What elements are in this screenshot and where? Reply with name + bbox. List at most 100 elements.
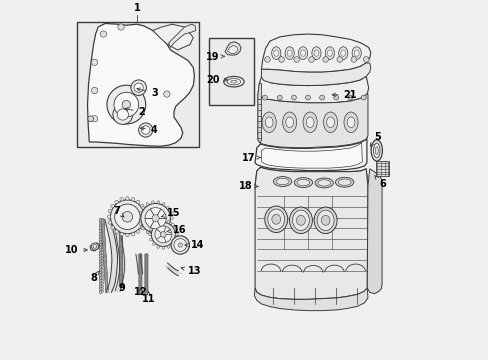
Ellipse shape [102,225,104,230]
Circle shape [169,211,172,214]
Ellipse shape [273,50,278,56]
Ellipse shape [119,276,122,278]
Ellipse shape [119,232,122,234]
Ellipse shape [139,289,142,291]
Ellipse shape [119,259,122,261]
Ellipse shape [144,272,148,274]
Ellipse shape [139,274,142,276]
Ellipse shape [119,257,122,259]
Polygon shape [366,169,381,294]
Ellipse shape [119,277,122,279]
Circle shape [131,198,135,201]
Ellipse shape [119,265,122,267]
Ellipse shape [144,259,148,261]
Circle shape [110,200,144,234]
Ellipse shape [119,282,122,284]
Polygon shape [261,63,370,86]
Circle shape [264,57,270,62]
Bar [208,37,254,105]
Ellipse shape [289,207,312,234]
Circle shape [162,220,164,222]
Text: 5: 5 [369,132,380,146]
Polygon shape [87,23,194,146]
Ellipse shape [102,237,105,242]
Ellipse shape [105,280,108,285]
Ellipse shape [144,289,148,291]
Ellipse shape [298,47,307,59]
Ellipse shape [103,249,106,253]
Ellipse shape [282,112,296,132]
Ellipse shape [103,258,106,262]
Ellipse shape [119,256,122,258]
Ellipse shape [100,240,102,244]
Ellipse shape [100,288,102,291]
Ellipse shape [119,243,122,246]
Ellipse shape [144,290,148,292]
Ellipse shape [119,284,122,285]
Circle shape [138,217,141,220]
Ellipse shape [144,257,148,259]
Ellipse shape [101,219,104,224]
Text: 10: 10 [64,245,87,255]
Ellipse shape [144,282,148,284]
Polygon shape [261,34,370,72]
Text: 6: 6 [374,175,385,189]
Text: 13: 13 [181,266,201,276]
Ellipse shape [119,267,122,269]
Polygon shape [224,42,241,55]
Ellipse shape [139,280,142,282]
Ellipse shape [139,261,142,263]
Circle shape [117,109,128,120]
Ellipse shape [100,249,102,252]
Ellipse shape [100,252,103,253]
Ellipse shape [139,266,142,268]
Ellipse shape [105,284,108,288]
Ellipse shape [102,240,105,244]
Text: 7: 7 [113,206,123,217]
Ellipse shape [119,280,122,282]
Circle shape [162,231,165,234]
Circle shape [151,222,175,247]
Ellipse shape [139,256,142,258]
Circle shape [152,243,155,245]
Text: 16: 16 [167,225,186,235]
Ellipse shape [119,245,122,247]
Ellipse shape [139,285,142,287]
Circle shape [171,224,174,226]
Ellipse shape [296,215,305,225]
Ellipse shape [144,271,148,273]
Ellipse shape [102,223,104,227]
Circle shape [93,245,97,248]
Ellipse shape [119,242,122,244]
Circle shape [167,221,169,224]
Ellipse shape [100,279,103,281]
Ellipse shape [100,271,102,275]
Ellipse shape [285,117,293,127]
Circle shape [163,91,170,97]
Ellipse shape [139,283,142,285]
Ellipse shape [144,281,148,283]
Ellipse shape [102,242,105,246]
Ellipse shape [144,254,148,256]
Ellipse shape [100,290,103,292]
Ellipse shape [144,269,148,271]
Text: 12: 12 [133,287,147,297]
Ellipse shape [144,261,148,263]
Ellipse shape [100,260,102,264]
Ellipse shape [100,229,103,231]
Ellipse shape [102,235,105,239]
Ellipse shape [100,274,102,278]
Ellipse shape [144,273,148,275]
Circle shape [140,226,143,229]
Ellipse shape [144,264,148,266]
Ellipse shape [119,248,122,251]
Ellipse shape [119,255,122,257]
Ellipse shape [119,240,122,242]
Ellipse shape [144,258,148,260]
Ellipse shape [100,276,103,279]
Ellipse shape [103,255,106,260]
Ellipse shape [103,252,106,256]
Circle shape [142,227,144,230]
Ellipse shape [144,284,148,287]
Ellipse shape [271,214,280,224]
